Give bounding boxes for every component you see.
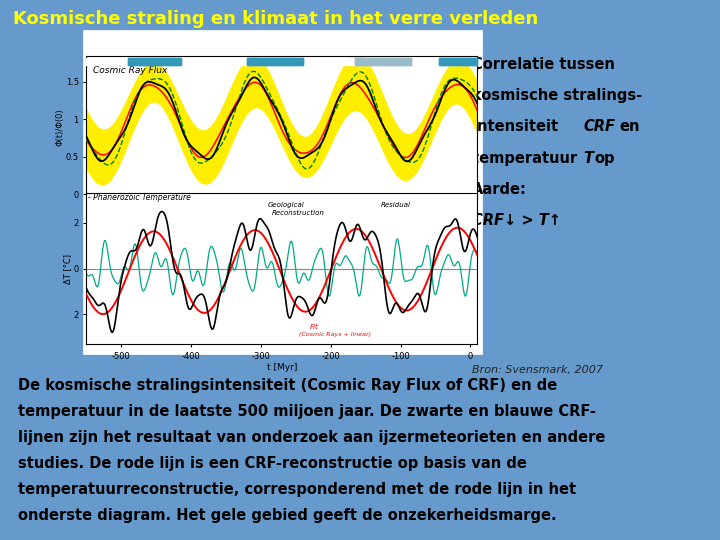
Text: lijnen zijn het resultaat van onderzoek aan ijzermeteorieten en andere: lijnen zijn het resultaat van onderzoek … xyxy=(18,430,606,445)
Bar xyxy=(86,58,477,65)
Text: Kosmische straling en klimaat in het verre verleden: Kosmische straling en klimaat in het ver… xyxy=(13,10,539,28)
Y-axis label: Φ(t)/Φ(0): Φ(t)/Φ(0) xyxy=(55,108,64,146)
Bar xyxy=(247,58,303,65)
Bar xyxy=(83,30,482,354)
Y-axis label: ΔT [°C]: ΔT [°C] xyxy=(63,254,72,284)
Text: Cosmic Ray Flux: Cosmic Ray Flux xyxy=(94,66,168,75)
Bar xyxy=(247,58,303,65)
Text: De kosmische stralingsintensiteit (Cosmic Ray Flux of CRF) en de: De kosmische stralingsintensiteit (Cosmi… xyxy=(18,378,557,393)
Text: Geological: Geological xyxy=(268,202,305,208)
Polygon shape xyxy=(431,200,451,248)
Text: Residual: Residual xyxy=(381,202,411,208)
Bar xyxy=(128,58,181,65)
Text: onderste diagram. Het gele gebied geeft de onzekerheidsmarge.: onderste diagram. Het gele gebied geeft … xyxy=(18,508,557,523)
Bar xyxy=(128,58,181,65)
Text: intensiteit: intensiteit xyxy=(472,119,563,134)
Text: - Phanerozoic Temperature: - Phanerozoic Temperature xyxy=(88,193,191,202)
Text: Correlatie tussen: Correlatie tussen xyxy=(472,57,614,72)
Text: temperatuur in de laatste 500 miljoen jaar. De zwarte en blauwe CRF-: temperatuur in de laatste 500 miljoen ja… xyxy=(18,404,596,419)
Text: (Cosmic Rays + linear): (Cosmic Rays + linear) xyxy=(300,332,372,337)
Text: en: en xyxy=(619,119,639,134)
Bar xyxy=(439,58,477,65)
Text: Reconstruction: Reconstruction xyxy=(271,210,324,216)
Text: Fit: Fit xyxy=(310,324,318,330)
Text: Bron: Svensmark, 2007: Bron: Svensmark, 2007 xyxy=(472,364,603,375)
Bar xyxy=(439,58,477,65)
Text: CRF↓ > T↑: CRF↓ > T↑ xyxy=(472,213,561,228)
X-axis label: t [Myr]: t [Myr] xyxy=(266,363,297,373)
Text: CRF: CRF xyxy=(583,119,615,134)
Text: kosmische stralings-: kosmische stralings- xyxy=(472,88,642,103)
Bar xyxy=(449,209,468,239)
Text: studies. De rode lijn is een CRF-reconstructie op basis van de: studies. De rode lijn is een CRF-reconst… xyxy=(18,456,527,471)
Bar xyxy=(355,58,411,65)
Bar xyxy=(355,58,411,65)
Text: temperatuurreconstructie, corresponderend met de rode lijn in het: temperatuurreconstructie, corresponderen… xyxy=(18,482,576,497)
Text: Aarde:: Aarde: xyxy=(472,182,526,197)
Text: op: op xyxy=(594,151,614,166)
Text: T: T xyxy=(583,151,593,166)
Text: temperatuur: temperatuur xyxy=(472,151,582,166)
